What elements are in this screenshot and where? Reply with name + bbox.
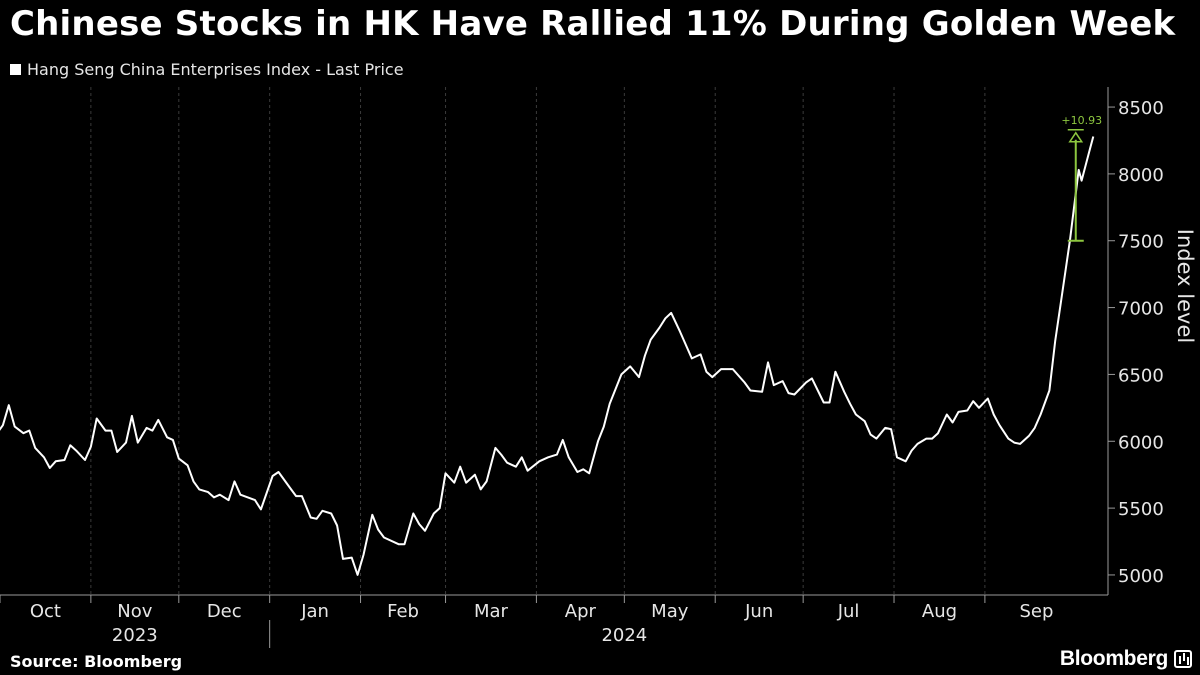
y-tick-label: 7500: [1118, 232, 1164, 253]
y-tick-label: 6000: [1118, 432, 1164, 453]
chart-legend: Hang Seng China Enterprises Index - Last…: [10, 60, 404, 79]
y-tick-label: 8500: [1118, 98, 1164, 119]
y-tick-label: 7000: [1118, 299, 1164, 320]
source-note: Source: Bloomberg: [10, 652, 183, 671]
y-tick-label: 5000: [1118, 566, 1164, 587]
y-tick-label: 6500: [1118, 365, 1164, 386]
x-tick-label: May: [651, 601, 689, 622]
legend-swatch: [10, 64, 21, 75]
x-tick-label: Dec: [207, 601, 242, 622]
x-tick-label: Mar: [474, 601, 509, 622]
x-tick-label: Feb: [387, 601, 419, 622]
x-tick-label: Jul: [837, 601, 860, 622]
bloomberg-terminal-icon: [1174, 650, 1192, 668]
x-tick-label: Oct: [30, 601, 61, 622]
y-axis-title: Index level: [1173, 229, 1197, 343]
year-label: 2023: [112, 625, 158, 646]
chart-title: Chinese Stocks in HK Have Rallied 11% Du…: [10, 4, 1176, 44]
x-tick-label: Jun: [744, 601, 773, 622]
y-tick-label: 8000: [1118, 165, 1164, 186]
series-layer: [0, 136, 1095, 576]
year-label: 2024: [601, 625, 647, 646]
x-tick-label: Nov: [117, 601, 152, 622]
x-tick-label: Apr: [565, 601, 597, 622]
y-tick-label: 5500: [1118, 499, 1164, 520]
annotation-arrow: [1068, 131, 1084, 143]
x-tick-label: Jan: [300, 601, 329, 622]
series-line: [0, 136, 1095, 576]
grid-layer: [90, 87, 986, 595]
annotation-layer: +10.93: [1061, 114, 1102, 242]
brand-logo: Bloomberg: [1059, 647, 1168, 670]
axis-layer: Oct Nov Dec Jan Feb Mar Apr May Jun Jul Aug Sep 2023…: [0, 87, 1197, 648]
x-tick-label: Aug: [922, 601, 957, 622]
x-tick-label: Sep: [1019, 601, 1053, 622]
annotation-label: +10.93: [1061, 114, 1102, 127]
legend-label: Hang Seng China Enterprises Index - Last…: [27, 60, 404, 79]
